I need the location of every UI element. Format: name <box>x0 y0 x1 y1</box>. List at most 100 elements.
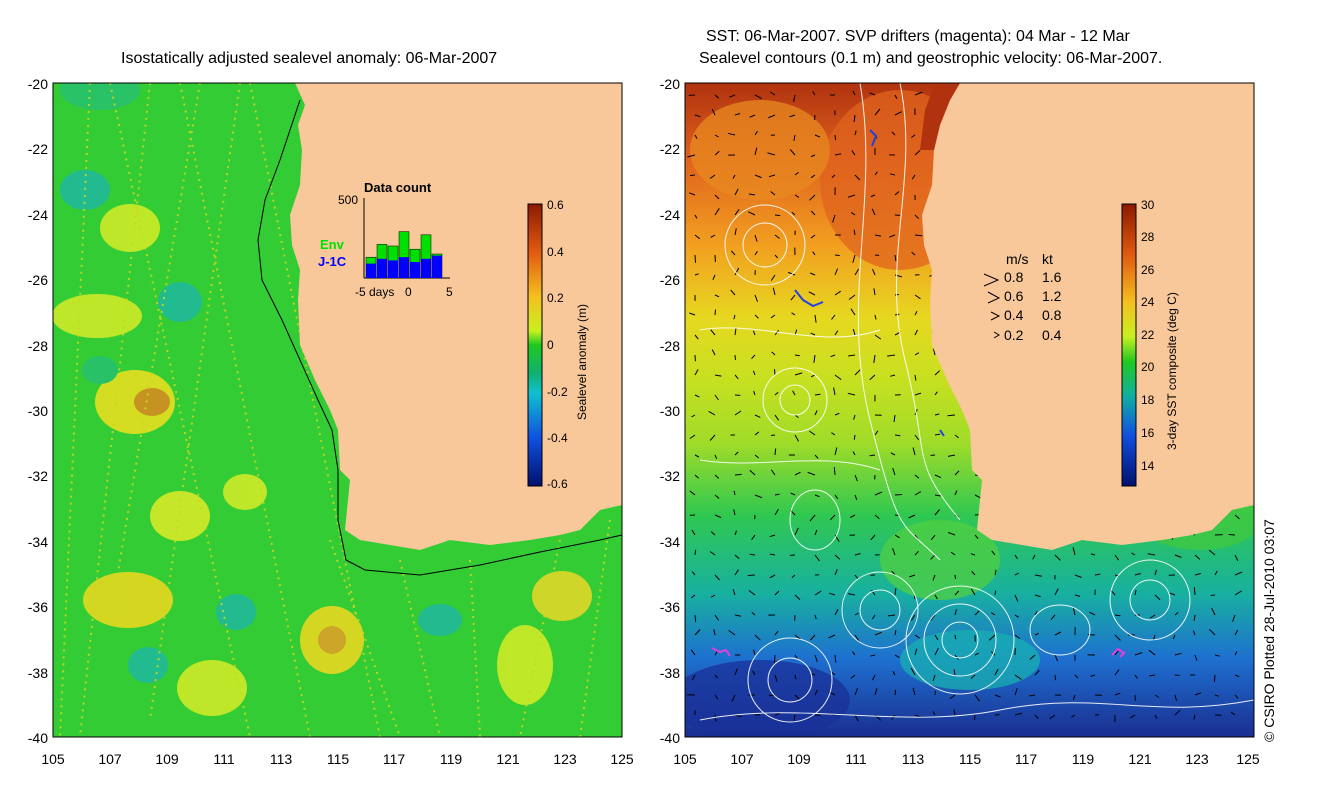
lat-label: -24 <box>660 207 680 223</box>
velocity-arrow <box>1014 712 1023 716</box>
velocity-arrow <box>809 634 816 641</box>
velocity-arrow <box>1134 589 1137 596</box>
velocity-arrow <box>1210 594 1216 597</box>
velocity-arrow <box>790 294 796 301</box>
lon-label: 121 <box>1128 751 1152 767</box>
velocity-arrow <box>908 514 916 519</box>
velocity-arrow <box>774 630 779 636</box>
cbar-tick: 18 <box>1141 393 1155 407</box>
velocity-arrow <box>873 354 876 363</box>
velocity-arrow <box>834 134 837 141</box>
velocity-arrow <box>834 447 838 456</box>
velocity-arrow <box>911 174 916 180</box>
velocity-arrow <box>834 290 841 296</box>
velocity-arrow <box>1174 694 1177 701</box>
velocity-arrow <box>974 714 976 721</box>
velocity-arrow <box>753 649 756 656</box>
velocity-arrow <box>1154 569 1157 576</box>
velocity-arrow <box>714 674 719 679</box>
velocity-arrow <box>770 469 776 476</box>
velocity-arrow <box>991 550 996 556</box>
velocity-arrow <box>814 410 818 416</box>
velocity-arrow <box>829 592 836 596</box>
velocity-arrow <box>894 191 900 196</box>
velocity-arrow <box>691 529 696 536</box>
velocity-arrow <box>894 434 901 437</box>
velocity-arrow <box>1192 630 1196 636</box>
inset-bar-j1c <box>388 260 398 278</box>
velocity-arrow <box>1072 547 1076 556</box>
velocity-arrow <box>714 474 720 479</box>
velocity-arrow <box>912 687 916 696</box>
lat-label: -40 <box>660 730 680 746</box>
velocity-arrow <box>1049 714 1056 720</box>
lat-label: -38 <box>28 665 48 681</box>
velocity-arrow <box>732 588 736 596</box>
velocity-arrow <box>808 291 816 296</box>
velocity-arrow <box>754 174 762 179</box>
velocity-arrow <box>1134 652 1143 656</box>
velocity-arrow <box>974 534 979 539</box>
velocity-arrow <box>1208 549 1216 556</box>
velocity-arrow <box>769 574 776 579</box>
legend-kt: 0.4 <box>1042 327 1062 343</box>
left-map-title: Isostatically adjusted sealevel anomaly:… <box>121 50 498 67</box>
velocity-arrow <box>770 191 776 196</box>
velocity-arrow <box>1154 694 1160 698</box>
velocity-arrow <box>770 434 776 436</box>
velocity-arrow <box>854 634 860 642</box>
legend-header-kt: kt <box>1042 251 1053 267</box>
velocity-arrow <box>894 588 897 596</box>
velocity-arrow <box>691 414 696 418</box>
velocity-arrow <box>714 514 722 519</box>
lat-label: -36 <box>28 599 48 615</box>
velocity-arrow <box>854 174 861 181</box>
right-map-title-line2: Sealevel contours (0.1 m) and geostrophi… <box>699 50 1163 67</box>
cbar-tick: 0.6 <box>547 198 564 212</box>
velocity-arrow <box>874 430 879 436</box>
velocity-arrow <box>732 174 736 179</box>
lat-label: -40 <box>28 730 48 746</box>
lat-label: -24 <box>28 207 48 223</box>
cbar-tick: 28 <box>1141 230 1155 244</box>
velocity-arrow <box>794 354 800 357</box>
velocity-arrow <box>754 234 758 242</box>
velocity-arrow <box>848 294 856 300</box>
cbar-tick: 30 <box>1141 198 1155 212</box>
velocity-arrow <box>694 629 701 636</box>
velocity-arrow <box>1029 654 1036 660</box>
legend-arrow-0.6 <box>987 291 1001 304</box>
velocity-arrow <box>894 94 898 100</box>
lat-label: -30 <box>660 403 680 419</box>
velocity-arrow <box>1014 614 1019 618</box>
lat-label: -34 <box>660 534 680 550</box>
velocity-arrow <box>850 308 856 316</box>
drifter-tracks <box>711 129 1126 658</box>
right-map-title-line1: SST: 06-Mar-2007. SVP drifters (magenta)… <box>706 28 1130 45</box>
velocity-arrow <box>1234 571 1243 576</box>
velocity-arrow <box>914 310 918 316</box>
inset-bars <box>365 231 443 279</box>
velocity-arrow <box>1074 674 1079 679</box>
velocity-arrow <box>914 234 923 237</box>
velocity-arrow <box>814 314 817 323</box>
lon-label: 117 <box>383 751 406 767</box>
velocity-arrow <box>932 674 936 681</box>
velocity-arrow <box>852 451 856 456</box>
velocity-arrow <box>708 410 716 416</box>
velocity-arrow <box>988 634 996 641</box>
velocity-arrow <box>914 634 920 639</box>
velocity-arrow <box>893 414 896 423</box>
velocity-arrow <box>870 534 876 541</box>
velocity-arrow <box>1214 694 1219 697</box>
inset-bar-j1c <box>366 263 376 278</box>
inset-bar-j1c <box>432 255 442 278</box>
velocity-arrow <box>1071 714 1076 718</box>
velocity-arrow <box>854 130 857 136</box>
velocity-arrow <box>934 494 941 497</box>
velocity-arrow <box>709 551 716 556</box>
velocity-arrow <box>734 473 742 476</box>
velocity-arrow <box>894 689 897 696</box>
velocity-arrow <box>1154 714 1158 719</box>
